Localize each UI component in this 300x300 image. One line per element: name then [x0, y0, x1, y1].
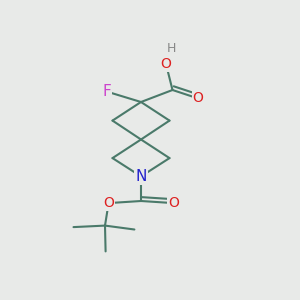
Text: O: O	[193, 92, 203, 105]
Text: O: O	[103, 196, 114, 210]
Text: N: N	[135, 169, 147, 184]
Text: O: O	[160, 57, 171, 70]
Text: O: O	[168, 196, 179, 210]
Text: F: F	[102, 84, 111, 99]
Text: H: H	[167, 41, 177, 55]
